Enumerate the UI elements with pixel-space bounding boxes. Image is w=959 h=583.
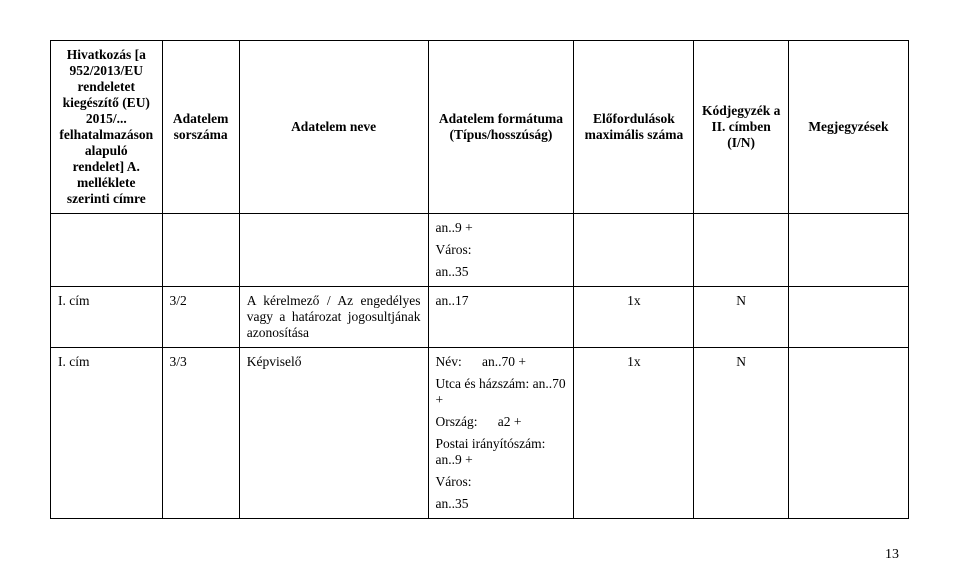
cell-format: an..17: [428, 287, 574, 348]
cell-kod: N: [694, 348, 788, 519]
format-line: Ország: a2 +: [436, 414, 567, 430]
cell-format: Név: an..70 + Utca és házszám: an..70 + …: [428, 348, 574, 519]
cell-kod: N: [694, 287, 788, 348]
header-col2: Adatelem sorszáma: [162, 41, 239, 214]
format-line: an..9 +: [436, 220, 567, 236]
cell-nev: A kérelmező / Az engedélyes vagy a határ…: [239, 287, 428, 348]
format-line: Név: an..70 +: [436, 354, 567, 370]
data-table: Hivatkozás [a 952/2013/EU rendeletet kie…: [50, 40, 909, 519]
header-col5: Előfordulások maximális száma: [574, 41, 694, 214]
header-col3: Adatelem neve: [239, 41, 428, 214]
table-row: I. cím 3/2 A kérelmező / Az engedélyes v…: [51, 287, 909, 348]
format-line: Város:: [436, 474, 567, 490]
cell-sor: 3/2: [162, 287, 239, 348]
header-col7: Megjegyzések: [788, 41, 908, 214]
table-header-row: Hivatkozás [a 952/2013/EU rendeletet kie…: [51, 41, 909, 214]
table-row: I. cím 3/3 Képviselő Név: an..70 + Utca …: [51, 348, 909, 519]
cell-cim: I. cím: [51, 348, 163, 519]
cell-nev: Képviselő: [239, 348, 428, 519]
header-col4: Adatelem formátuma (Típus/hosszúság): [428, 41, 574, 214]
cell-cim: I. cím: [51, 287, 163, 348]
format-line: Utca és házszám: an..70 +: [436, 376, 567, 408]
page-number: 13: [885, 547, 899, 563]
header-col6: Kódjegyzék a II. címben (I/N): [694, 41, 788, 214]
table-row: an..9 + Város: an..35: [51, 214, 909, 287]
cell-sor: 3/3: [162, 348, 239, 519]
format-line: Város:: [436, 242, 567, 258]
format-line: an..35: [436, 496, 567, 512]
cell-elo: 1x: [574, 348, 694, 519]
format-line: Postai irányítószám: an..9 +: [436, 436, 567, 468]
cell-elo: 1x: [574, 287, 694, 348]
cell-format: an..9 + Város: an..35: [428, 214, 574, 287]
format-line: an..35: [436, 264, 567, 280]
header-col1: Hivatkozás [a 952/2013/EU rendeletet kie…: [51, 41, 163, 214]
